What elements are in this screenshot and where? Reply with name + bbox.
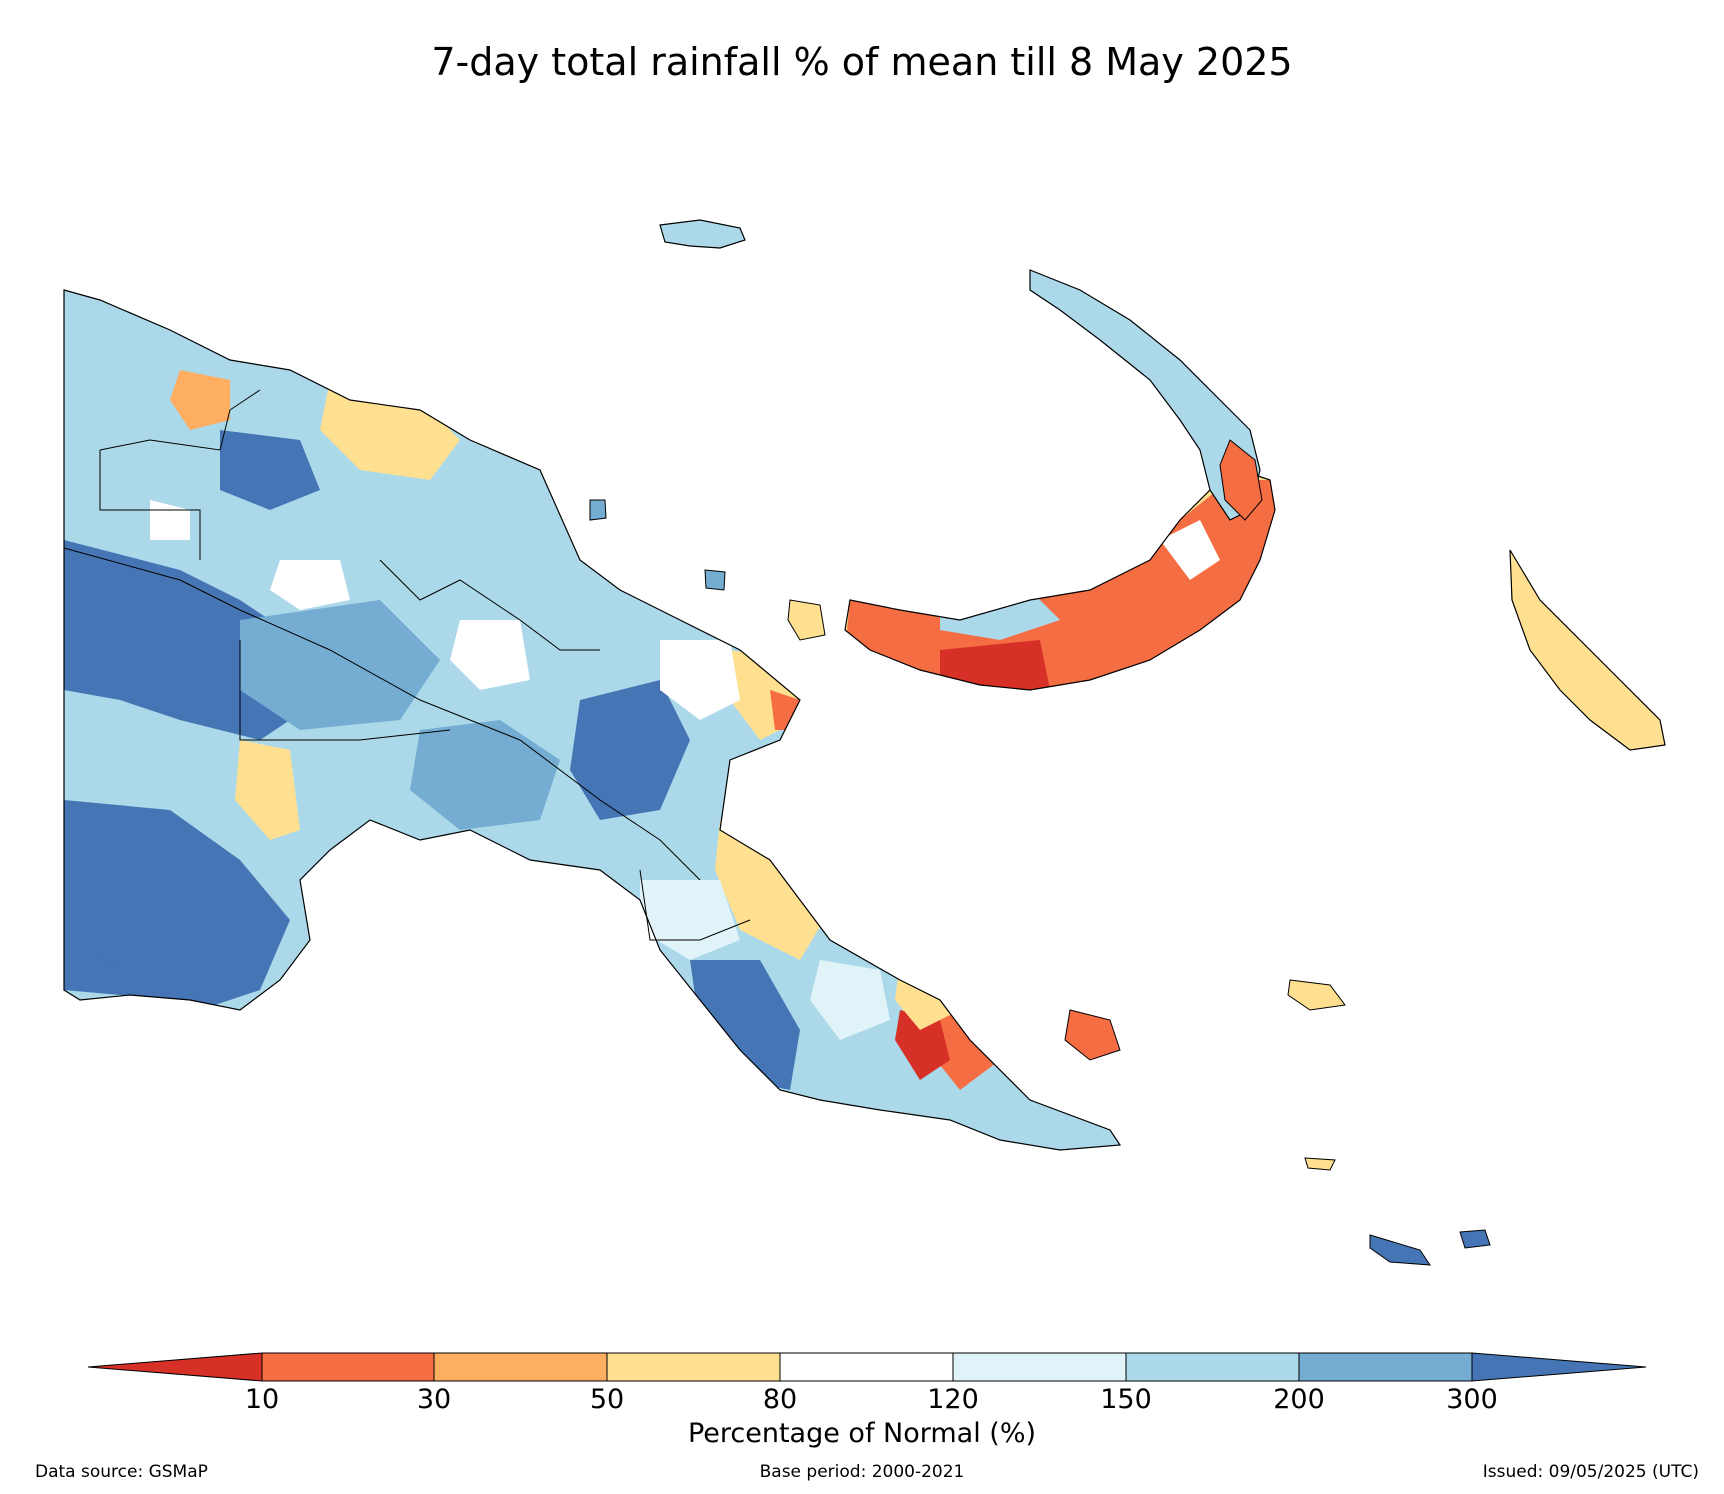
province-boundaries <box>63 389 751 941</box>
colorbar-bin-150-200 <box>1125 1352 1300 1382</box>
colorbar-bin-50-80 <box>606 1352 781 1382</box>
new-britain-coastline <box>844 469 1276 691</box>
issued-date-note: Issued: 09/05/2025 (UTC) <box>1482 1462 1699 1482</box>
colorbar-bin-120-150 <box>952 1352 1127 1382</box>
colorbar-tick-label: 10 <box>244 1384 280 1415</box>
colorbar-tick-label: 80 <box>762 1384 798 1415</box>
colorbar <box>87 1352 1647 1382</box>
colorbar-tick-label: 50 <box>589 1384 625 1415</box>
mainland-coastline <box>63 289 1122 1151</box>
colorbar-tick-label: 30 <box>416 1384 452 1415</box>
manus-island <box>659 219 746 249</box>
colorbar-low-extension <box>87 1352 263 1382</box>
data-source-note: Data source: GSMaP <box>35 1462 208 1482</box>
small-island-east <box>1304 1157 1336 1171</box>
colorbar-tick-label: 300 <box>1446 1384 1498 1415</box>
long-island <box>704 569 726 591</box>
rossel-island <box>1459 1229 1491 1249</box>
colorbar-tick-label: 120 <box>927 1384 979 1415</box>
mainland-rainfall <box>64 290 1120 1150</box>
new-ireland-island <box>1029 269 1261 521</box>
dentrecasteaux-islands <box>1064 1009 1121 1061</box>
colorbar-bin-200-300 <box>1298 1352 1473 1382</box>
trobriand-islands <box>1287 979 1346 1011</box>
colorbar-bin-80-120 <box>779 1352 954 1382</box>
umboi-island <box>787 599 826 641</box>
colorbar-bin-30-50 <box>433 1352 608 1382</box>
louisiade-archipelago <box>1369 1234 1431 1266</box>
bougainville-island <box>1509 549 1666 751</box>
colorbar-high-extension <box>1471 1352 1647 1382</box>
colorbar-tick-label: 200 <box>1273 1384 1325 1415</box>
base-period-note: Base period: 2000-2021 <box>759 1462 965 1482</box>
colorbar-tick-label: 150 <box>1100 1384 1152 1415</box>
colorbar-bin-10-30 <box>261 1352 435 1382</box>
new-ireland-south <box>1219 439 1263 521</box>
colorbar-title: Percentage of Normal (%) <box>687 1418 1037 1449</box>
karkar-island <box>589 499 607 521</box>
map-title: 7-day total rainfall % of mean till 8 Ma… <box>431 40 1293 84</box>
